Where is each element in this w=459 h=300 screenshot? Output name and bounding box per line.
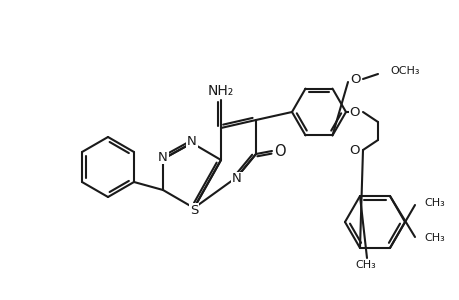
Text: NH₂: NH₂ <box>207 84 234 98</box>
Text: O: O <box>349 106 359 118</box>
Text: O: O <box>350 73 360 85</box>
Text: S: S <box>190 203 198 217</box>
Text: CH₃: CH₃ <box>423 233 444 243</box>
Text: N: N <box>158 151 168 164</box>
Text: CH₃: CH₃ <box>355 260 375 270</box>
Text: N: N <box>232 172 241 185</box>
Text: N: N <box>187 134 196 148</box>
Text: O: O <box>274 143 285 158</box>
Text: CH₃: CH₃ <box>423 198 444 208</box>
Text: O: O <box>349 143 359 157</box>
Text: OCH₃: OCH₃ <box>389 66 419 76</box>
